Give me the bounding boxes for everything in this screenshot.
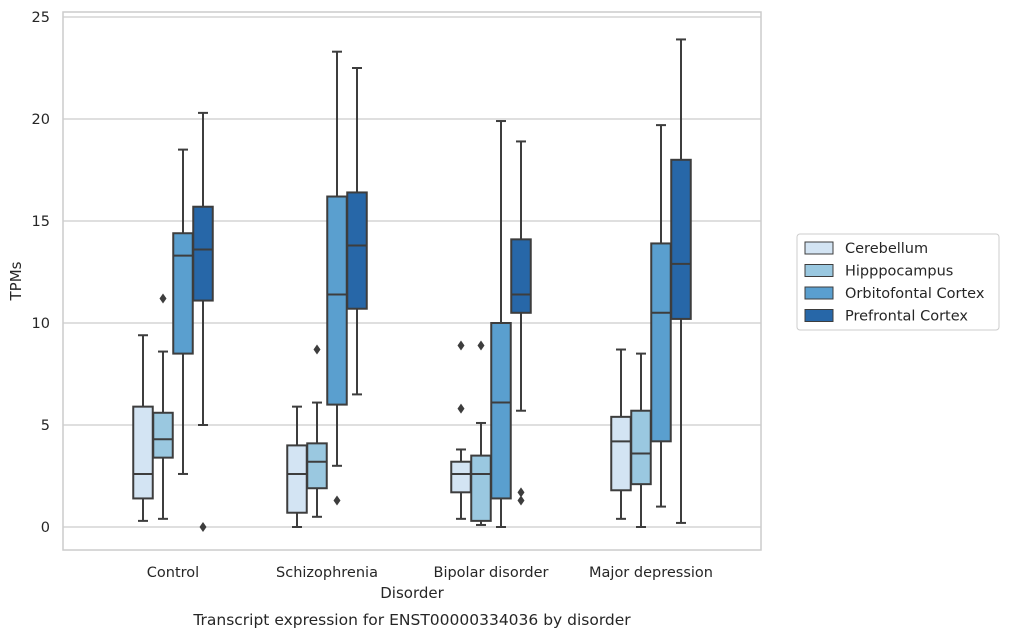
plot-area-frame [62, 11, 762, 551]
x-axis-label: Disorder [380, 584, 444, 602]
y-tick-label: 10 [32, 316, 50, 332]
box-prefrontal-cortex-0 [192, 111, 214, 532]
box-cerebellum-1 [286, 405, 308, 528]
box-cerebellum-2 [450, 340, 472, 520]
x-tick-label: Major depression [589, 565, 713, 581]
box-iqr [192, 205, 214, 302]
legend-swatch [804, 264, 834, 277]
box-iqr [470, 454, 492, 522]
box-prefrontal-cortex-2 [510, 140, 532, 506]
outlier-point [517, 495, 525, 506]
box-prefrontal-cortex-1 [346, 67, 368, 396]
box-iqr [650, 242, 672, 443]
box-cerebellum-3 [610, 348, 632, 520]
box-cerebellum-0 [132, 334, 154, 522]
outlier-point [457, 403, 465, 414]
box-series [132, 38, 692, 532]
box-hipppocampus-3 [630, 352, 652, 528]
outlier-point [477, 340, 485, 351]
outlier-point [313, 344, 321, 355]
box-iqr [630, 409, 652, 486]
outlier-point [199, 522, 207, 532]
outlier-point [457, 340, 465, 351]
legend-label: Orbitofontal Cortex [845, 286, 985, 302]
box-iqr [172, 232, 194, 355]
y-tick-label: 25 [32, 10, 50, 26]
box-iqr [510, 238, 532, 314]
y-tick-label: 20 [32, 112, 50, 128]
x-tick-label: Control [147, 565, 199, 581]
box-iqr [132, 405, 154, 500]
chart-caption: Transcript expression for ENST0000033403… [192, 611, 631, 629]
box-orbitofontal-cortex-3 [650, 124, 672, 508]
x-tick-label: Schizophrenia [276, 565, 378, 581]
box-hipppocampus-2 [470, 340, 492, 526]
x-tick-labels: Control Schizophrenia Bipolar disorder Majo… [147, 565, 713, 581]
legend-swatch [804, 241, 834, 255]
y-axis-label: TPMs [7, 261, 25, 301]
y-tick-label: 15 [32, 214, 50, 230]
legend-swatch [804, 286, 834, 300]
box-hipppocampus-0 [152, 293, 174, 520]
box-orbitofontal-cortex-2 [490, 120, 512, 528]
box-iqr [670, 158, 692, 320]
box-iqr [306, 442, 328, 490]
box-hipppocampus-1 [306, 344, 328, 518]
box-iqr [450, 460, 472, 494]
y-tick-label: 0 [41, 520, 50, 536]
legend-label: Hipppocampus [845, 264, 953, 280]
x-tick-label: Bipolar disorder [434, 565, 549, 581]
legend-label: Prefrontal Cortex [845, 309, 968, 325]
legend-swatch [804, 309, 834, 322]
legend-label: Cerebellum [845, 241, 928, 257]
box-orbitofontal-cortex-1 [326, 50, 348, 506]
box-prefrontal-cortex-3 [670, 38, 692, 524]
outlier-point [159, 293, 167, 304]
legend-frame [796, 233, 1000, 331]
box-iqr [490, 322, 512, 500]
y-tick-labels: 0 5 10 15 20 25 [32, 10, 50, 536]
outlier-point [333, 495, 341, 506]
box-iqr [286, 444, 308, 514]
box-iqr [152, 411, 174, 459]
outlier-point [517, 487, 525, 498]
box-iqr [326, 195, 348, 406]
box-iqr [346, 191, 368, 310]
y-tick-label: 5 [41, 418, 50, 434]
box-iqr [610, 415, 632, 492]
legend: Cerebellum Hipppocampus Orbitofontal Corte… [796, 233, 1000, 331]
